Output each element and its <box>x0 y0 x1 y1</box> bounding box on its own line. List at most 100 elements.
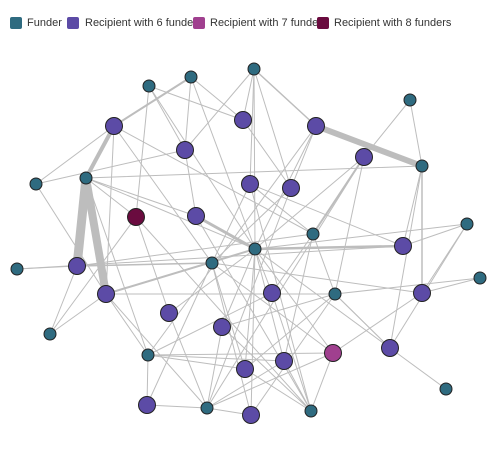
edge <box>211 262 246 370</box>
edge <box>105 293 149 356</box>
recipient-node <box>160 304 178 322</box>
recipient-node <box>127 208 145 226</box>
edge <box>35 183 107 295</box>
edge <box>84 124 116 180</box>
edge <box>221 293 336 328</box>
edge <box>334 156 365 295</box>
legend-label: Recipient with 7 funders <box>210 17 328 29</box>
funder-node <box>248 242 262 256</box>
recipient-node <box>381 339 399 357</box>
edge <box>168 312 208 409</box>
edge <box>242 119 292 189</box>
edge <box>253 68 256 250</box>
edge <box>147 354 246 370</box>
edge <box>310 352 334 412</box>
nodes <box>10 62 487 424</box>
edge <box>206 360 285 409</box>
edge <box>184 76 192 151</box>
recipient-node <box>242 406 260 424</box>
edge <box>283 233 314 362</box>
edge <box>190 76 244 121</box>
legend-swatch <box>10 17 22 29</box>
edge <box>206 326 223 409</box>
edge <box>82 174 110 298</box>
recipient-node <box>138 396 156 414</box>
edge <box>334 277 481 295</box>
edge <box>190 76 256 250</box>
funder-node <box>142 79 156 93</box>
edge <box>249 183 312 412</box>
edge <box>389 347 447 390</box>
edge <box>206 187 292 409</box>
edge <box>249 183 404 247</box>
edges <box>16 68 481 416</box>
recipient-node <box>241 175 259 193</box>
funder-node <box>304 404 318 418</box>
edge <box>147 292 273 356</box>
edge <box>135 216 312 412</box>
funder-node <box>460 217 474 231</box>
legend-swatch <box>67 17 79 29</box>
funder-node <box>306 227 320 241</box>
legend-label: Funder <box>27 17 62 29</box>
funder-node <box>403 93 417 107</box>
funder-node <box>184 70 198 84</box>
edge <box>113 76 192 127</box>
edge <box>290 125 317 189</box>
recipient-node <box>282 179 300 197</box>
funder-node <box>141 348 155 362</box>
recipient-node <box>413 284 431 302</box>
funder-node <box>10 262 24 276</box>
edge <box>135 85 150 218</box>
edge <box>312 233 336 295</box>
edge <box>49 265 78 335</box>
edge <box>195 215 312 412</box>
funder-node <box>415 159 429 173</box>
edge <box>271 292 312 412</box>
funder-node <box>200 401 214 415</box>
edge <box>211 183 251 264</box>
edge <box>389 223 468 349</box>
edge <box>49 293 107 335</box>
edge <box>402 165 423 247</box>
edge <box>35 125 115 185</box>
edge <box>254 223 468 250</box>
edge <box>211 262 423 294</box>
edge <box>250 293 336 416</box>
recipient-node <box>213 318 231 336</box>
edge <box>221 326 312 412</box>
edge <box>421 277 481 294</box>
funder-node <box>473 271 487 285</box>
funder-node <box>79 171 93 185</box>
funder-node <box>439 382 453 396</box>
edge <box>76 262 213 267</box>
edge <box>363 99 411 158</box>
funder-node <box>205 256 219 270</box>
recipient-node <box>234 111 252 129</box>
edge <box>35 149 186 185</box>
edge <box>85 177 149 356</box>
recipient-node <box>324 344 342 362</box>
edge <box>206 352 334 409</box>
edge <box>211 262 252 416</box>
recipient-node <box>275 352 293 370</box>
edge <box>105 293 208 409</box>
edge <box>146 404 208 409</box>
edge <box>313 123 425 169</box>
recipient-node <box>355 148 373 166</box>
funder-node <box>29 177 43 191</box>
edge <box>49 216 137 335</box>
recipient-node <box>68 257 86 275</box>
edge <box>148 85 256 250</box>
edge <box>105 125 115 295</box>
recipient-node <box>187 207 205 225</box>
recipient-node <box>97 285 115 303</box>
edge <box>168 248 256 314</box>
edge <box>334 293 391 349</box>
edge <box>254 248 391 349</box>
edge <box>254 248 285 362</box>
edge <box>16 265 78 270</box>
edge <box>113 125 213 264</box>
legend-swatch <box>193 17 205 29</box>
